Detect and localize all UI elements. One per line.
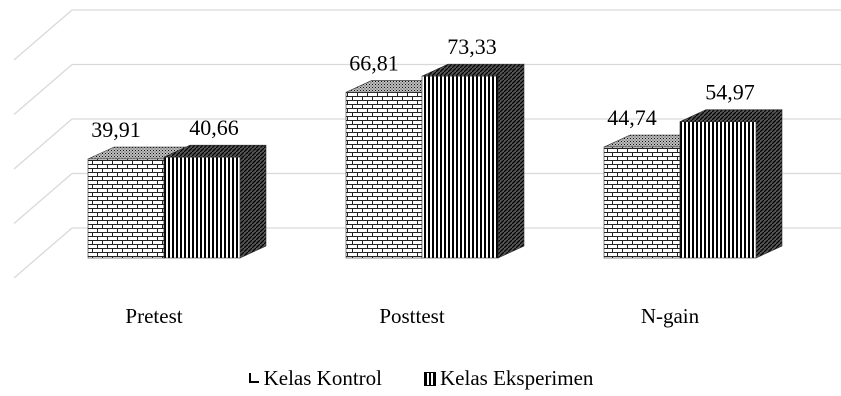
kelas-kontrol-swatch-icon	[248, 372, 260, 385]
gridline-depth	[13, 9, 73, 61]
legend-item-kelas-eksperimen: Kelas Eksperimen	[424, 366, 593, 391]
data-label-kelas-eksperimen-pretest: 40,66	[189, 115, 239, 140]
bar-side-face	[497, 63, 525, 259]
legend-label-kelas-kontrol: Kelas Kontrol	[263, 366, 383, 390]
bar-front-face	[87, 158, 165, 259]
bar-chart: 39,91 40,66 66,81 73,33 44,74 54,97 Pretest Po…	[13, 9, 841, 328]
bar-front-face	[603, 146, 681, 259]
bar-front-face	[679, 121, 757, 259]
gridline-depth	[13, 118, 73, 170]
bar-side-face	[239, 144, 267, 259]
legend-label-kelas-eksperimen: Kelas Eksperimen	[440, 366, 594, 390]
x-axis-labels: Pretest Posttest N-gain	[125, 304, 699, 328]
x-tick-label-pretest: Pretest	[125, 304, 182, 328]
bar-front-face	[163, 156, 241, 259]
x-tick-label-n-gain: N-gain	[641, 304, 700, 328]
kelas-eksperimen-swatch-icon	[424, 371, 437, 386]
x-tick-label-posttest: Posttest	[379, 304, 445, 328]
legend: Kelas Kontrol Kelas Eksperimen	[0, 366, 841, 391]
bars	[87, 63, 783, 259]
gridline-depth	[13, 64, 73, 115]
gridline-depth	[13, 173, 73, 224]
bar-kelas-eksperimen-posttest	[421, 63, 525, 259]
legend-item-kelas-kontrol: Kelas Kontrol	[248, 366, 382, 391]
bar-kelas-eksperimen-n-gain	[679, 109, 783, 259]
data-labels: 39,91 40,66 66,81 73,33 44,74 54,97	[91, 34, 755, 142]
data-label-kelas-eksperimen-n-gain: 54,97	[705, 80, 755, 105]
data-label-kelas-eksperimen-posttest: 73,33	[447, 34, 497, 59]
data-label-kelas-kontrol-n-gain: 44,74	[607, 105, 657, 130]
bar-front-face	[421, 75, 499, 259]
data-label-kelas-kontrol-pretest: 39,91	[91, 117, 141, 142]
bar-front-face	[345, 92, 423, 259]
bar-side-face	[755, 109, 783, 259]
data-label-kelas-kontrol-posttest: 66,81	[349, 50, 399, 75]
bar-kelas-eksperimen-pretest	[163, 144, 267, 259]
gridline-depth	[13, 227, 73, 279]
